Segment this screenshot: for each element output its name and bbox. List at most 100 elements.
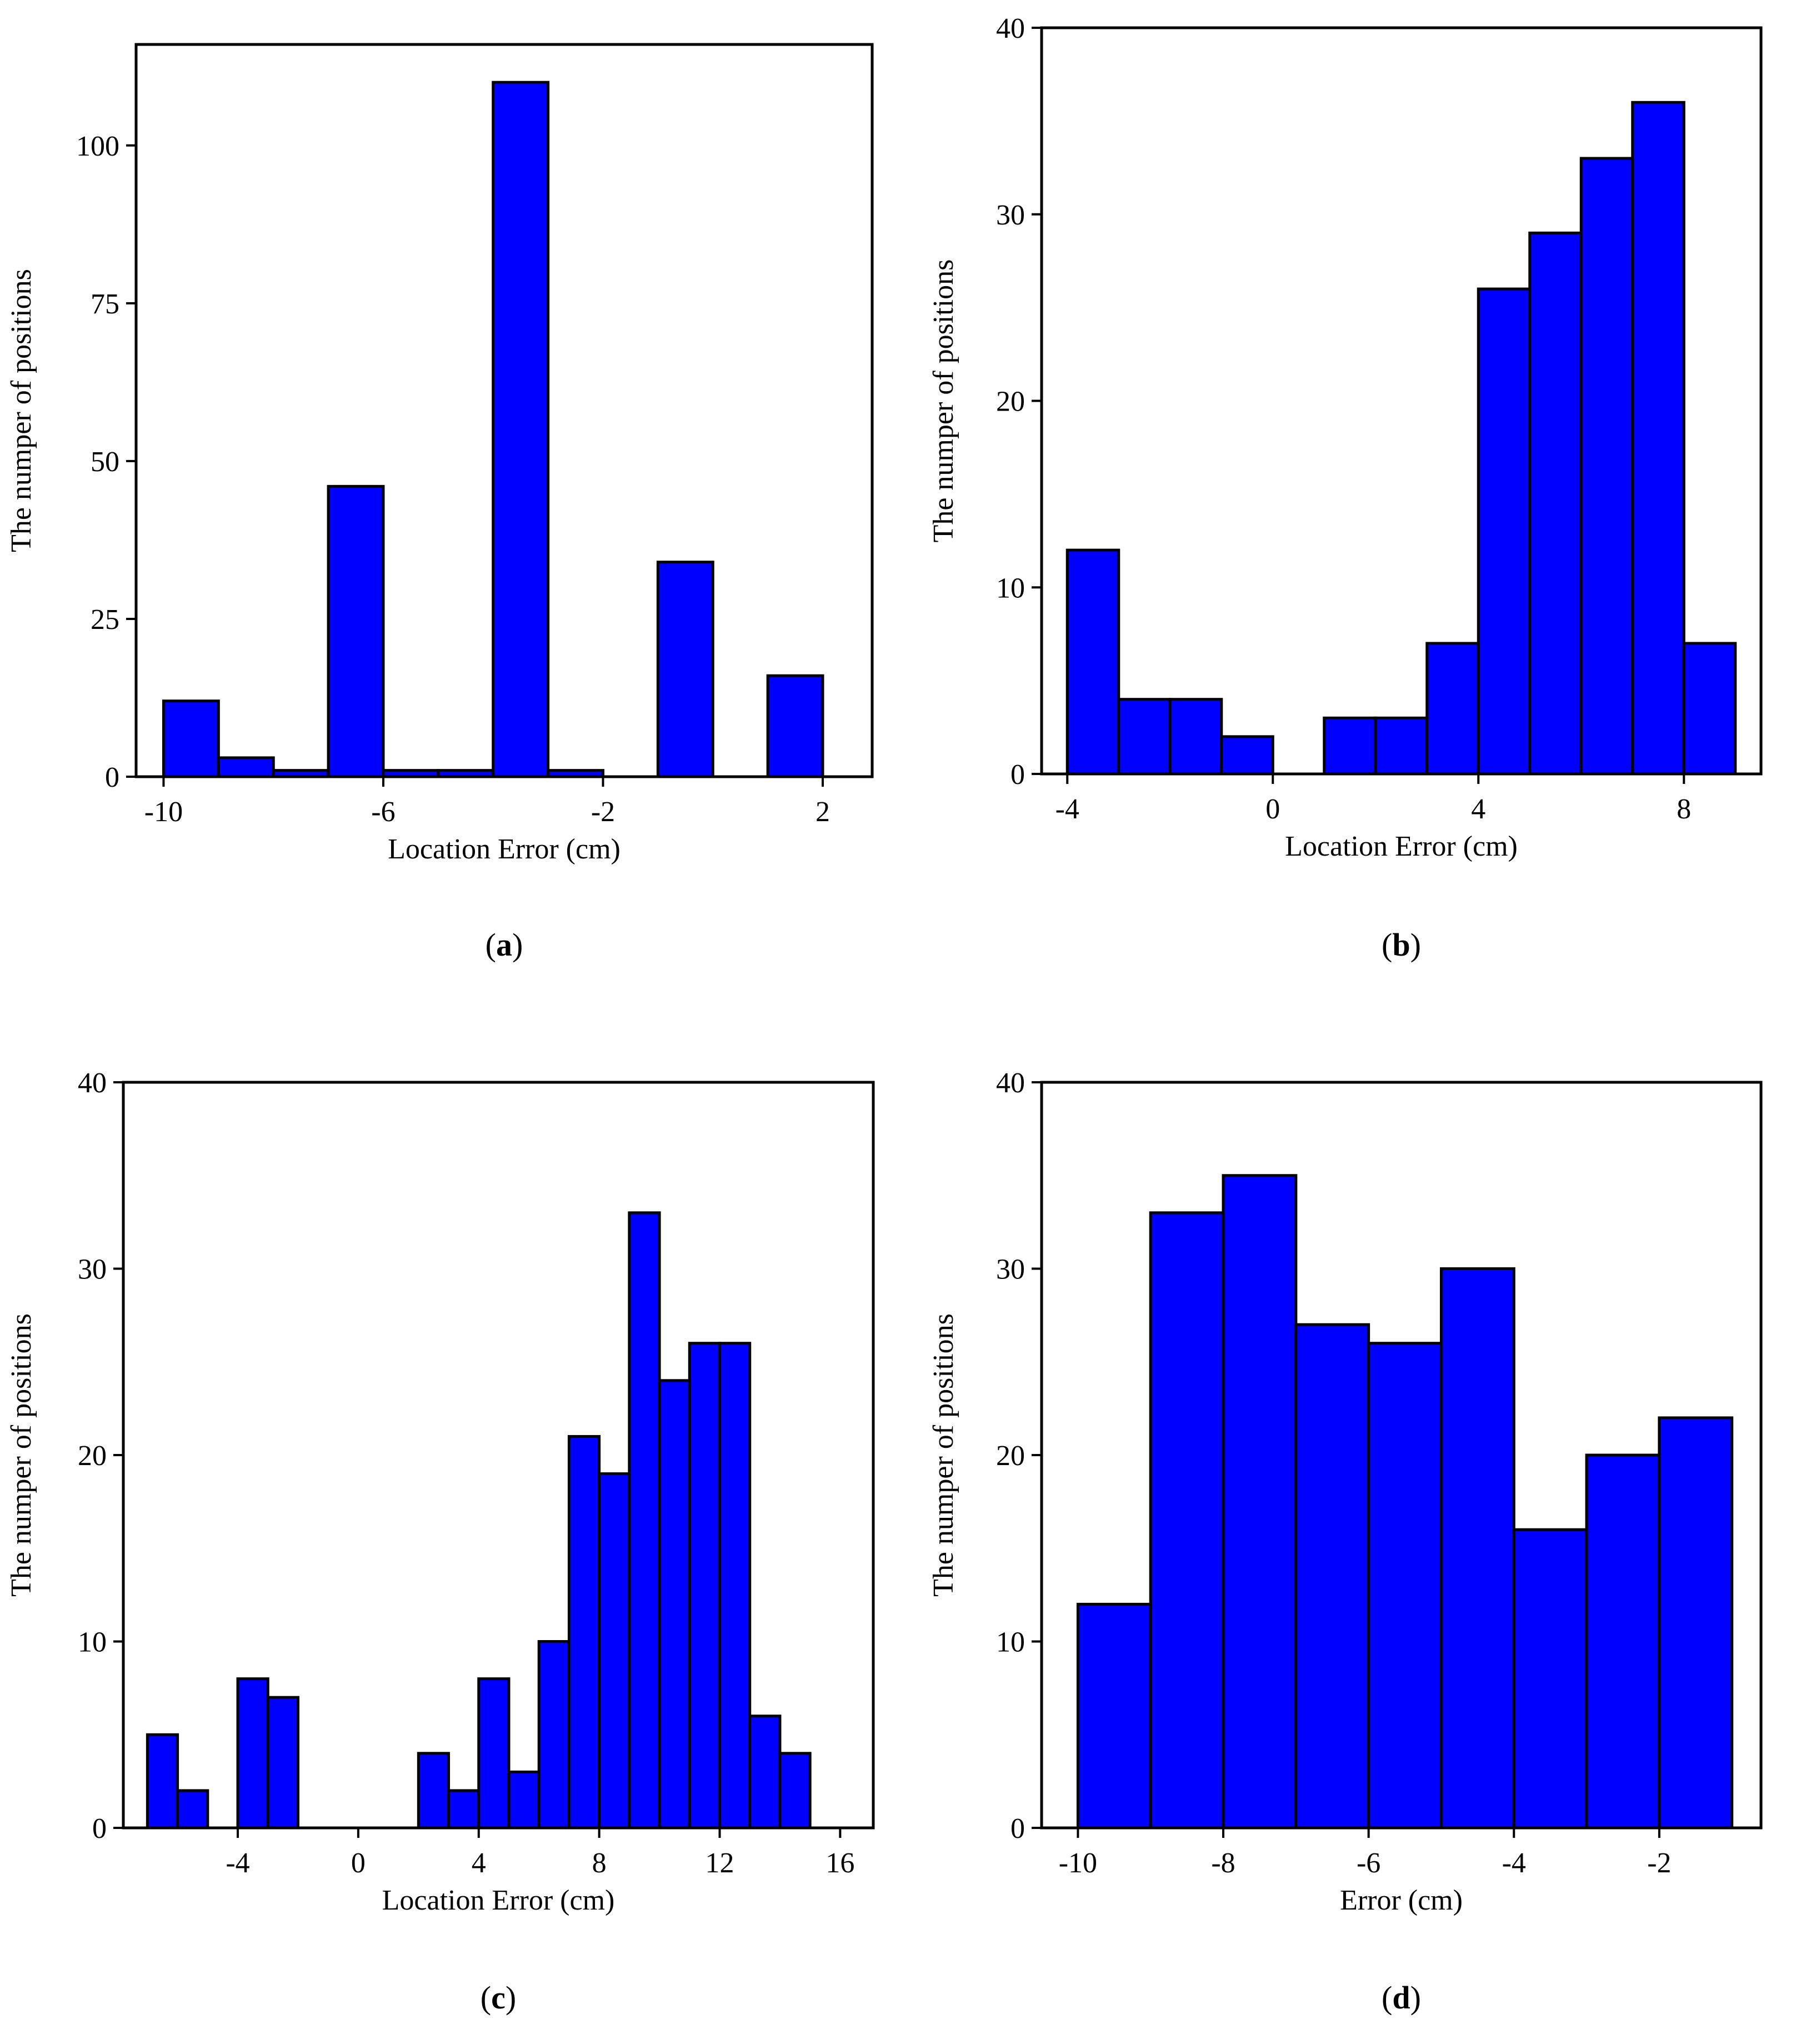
bar-a-11	[766, 674, 824, 778]
chart-panel-b: -4 0 4 8 0 10 20 30 40 Location Error (cm) The num…	[928, 13, 1763, 963]
bar-c-10	[447, 1789, 481, 1830]
bar-d-7	[1585, 1453, 1661, 1830]
bar-d-4	[1367, 1342, 1443, 1830]
y-tick-label-c-3: 30	[78, 1254, 107, 1286]
bar-a-1	[217, 756, 275, 778]
y-tick-label-d-4: 40	[996, 1067, 1025, 1099]
x-tick-label-a-3: 2	[816, 796, 830, 828]
bar-a-6	[492, 81, 550, 778]
bar-c-4	[266, 1696, 299, 1830]
x-tick-label-a-0: -10	[144, 796, 183, 828]
y-tick-label-b-4: 40	[996, 13, 1025, 44]
bar-a-0	[162, 699, 220, 778]
bar-c-16	[628, 1211, 661, 1830]
y-tick-label-d-3: 30	[996, 1254, 1025, 1286]
bar-c-15	[598, 1472, 631, 1830]
y-tick-label-a-1: 25	[91, 604, 119, 636]
y-tick-label-b-3: 30	[996, 199, 1025, 231]
bar-c-1	[176, 1789, 209, 1830]
y-tick-label-d-0: 0	[1010, 1813, 1025, 1845]
y-axis-label-a: The numper of positions	[6, 269, 37, 552]
x-tick-label-b-3: 8	[1677, 793, 1691, 825]
bar-d-5	[1439, 1267, 1515, 1830]
bar-c-20	[748, 1715, 782, 1830]
y-tick-label-c-2: 20	[78, 1440, 107, 1472]
chart-panel-a: -10 -6 -2 2 0 25 50 75 100 Location Error (cm) The…	[6, 43, 874, 963]
panel-caption-b: (b)	[1382, 927, 1421, 963]
y-tick-label-c-4: 40	[78, 1067, 107, 1099]
bar-b-0	[1065, 548, 1120, 776]
x-tick-label-b-2: 4	[1471, 793, 1485, 825]
x-axis-label-b: Location Error (cm)	[1285, 831, 1518, 862]
bar-c-9	[417, 1752, 451, 1830]
bar-c-12	[507, 1770, 541, 1830]
x-tick-label-c-1: 0	[351, 1847, 366, 1879]
axes-frame-a	[134, 43, 874, 778]
bar-c-11	[477, 1677, 511, 1830]
bar-a-9	[656, 561, 714, 778]
x-axis-label-a: Location Error (cm)	[388, 833, 621, 865]
bar-c-18	[688, 1342, 721, 1830]
x-tick-label-d-2: -6	[1357, 1847, 1380, 1879]
y-tick-label-b-0: 0	[1010, 759, 1025, 791]
panel-caption-c: (c)	[481, 1980, 516, 2016]
panel-caption-d: (d)	[1382, 1980, 1421, 2016]
bar-d-2	[1222, 1174, 1298, 1830]
x-tick-label-c-5: 16	[826, 1847, 854, 1879]
y-axis-label-d: The numper of positions	[928, 1313, 959, 1597]
bar-d-3	[1294, 1323, 1370, 1830]
bar-d-0	[1076, 1602, 1152, 1830]
panel-caption-a: (a)	[486, 927, 523, 963]
bar-b-3	[1220, 735, 1274, 776]
x-tick-label-d-3: -4	[1502, 1847, 1526, 1879]
bar-b-2	[1168, 698, 1223, 776]
x-tick-label-b-0: -4	[1055, 793, 1079, 825]
y-tick-label-c-0: 0	[92, 1813, 107, 1845]
bar-c-3	[236, 1677, 269, 1830]
bar-b-11	[1631, 101, 1685, 776]
x-axis-label-d: Error (cm)	[1340, 1885, 1463, 1916]
x-tick-label-a-2: -2	[591, 796, 615, 828]
y-tick-label-a-4: 100	[76, 131, 119, 162]
bar-b-9	[1528, 231, 1583, 776]
bar-d-1	[1149, 1211, 1225, 1830]
y-tick-label-b-2: 20	[996, 386, 1025, 418]
bar-c-17	[658, 1379, 691, 1830]
x-tick-label-d-1: -8	[1211, 1847, 1235, 1879]
x-tick-label-b-1: 0	[1265, 793, 1280, 825]
chart-panel-d: -10 -8 -6 -4 -2 0 10 20 30 40 Error (cm) The numper…	[928, 1067, 1763, 2016]
y-tick-label-b-1: 10	[996, 572, 1025, 604]
bar-c-14	[567, 1435, 601, 1830]
x-tick-label-d-4: -2	[1647, 1847, 1671, 1879]
bar-b-10	[1579, 157, 1634, 776]
y-tick-label-d-2: 20	[996, 1440, 1025, 1472]
bar-c-19	[718, 1342, 752, 1830]
y-tick-label-a-2: 50	[91, 446, 119, 478]
x-tick-label-c-3: 8	[592, 1847, 607, 1879]
bar-c-21	[778, 1752, 812, 1830]
chart-panel-c: -4 0 4 8 12 16 0 10 20 30 40 Location Error (cm) The…	[6, 1067, 875, 2016]
x-tick-label-c-0: -4	[226, 1847, 249, 1879]
bar-c-13	[537, 1640, 571, 1830]
bar-d-6	[1512, 1528, 1588, 1830]
bar-a-3	[327, 484, 385, 778]
bar-b-6	[1374, 716, 1429, 776]
y-axis-label-b: The numper of positions	[928, 259, 959, 543]
y-tick-label-d-1: 10	[996, 1627, 1025, 1658]
x-tick-label-a-1: -6	[371, 796, 395, 828]
bar-b-8	[1477, 287, 1532, 776]
bar-b-1	[1117, 698, 1172, 776]
y-tick-label-c-1: 10	[78, 1627, 107, 1658]
y-axis-label-c: The numper of positions	[6, 1313, 37, 1597]
x-axis-label-c: Location Error (cm)	[382, 1885, 615, 1916]
bar-b-7	[1425, 642, 1480, 776]
x-tick-label-d-0: -10	[1059, 1847, 1097, 1879]
bar-b-12	[1682, 642, 1737, 776]
y-tick-label-a-0: 0	[105, 762, 119, 793]
bar-d-8	[1658, 1416, 1734, 1830]
x-tick-label-c-2: 4	[472, 1847, 486, 1879]
bar-c-0	[146, 1733, 179, 1830]
bar-b-5	[1323, 716, 1377, 776]
x-tick-label-c-4: 12	[705, 1847, 734, 1879]
